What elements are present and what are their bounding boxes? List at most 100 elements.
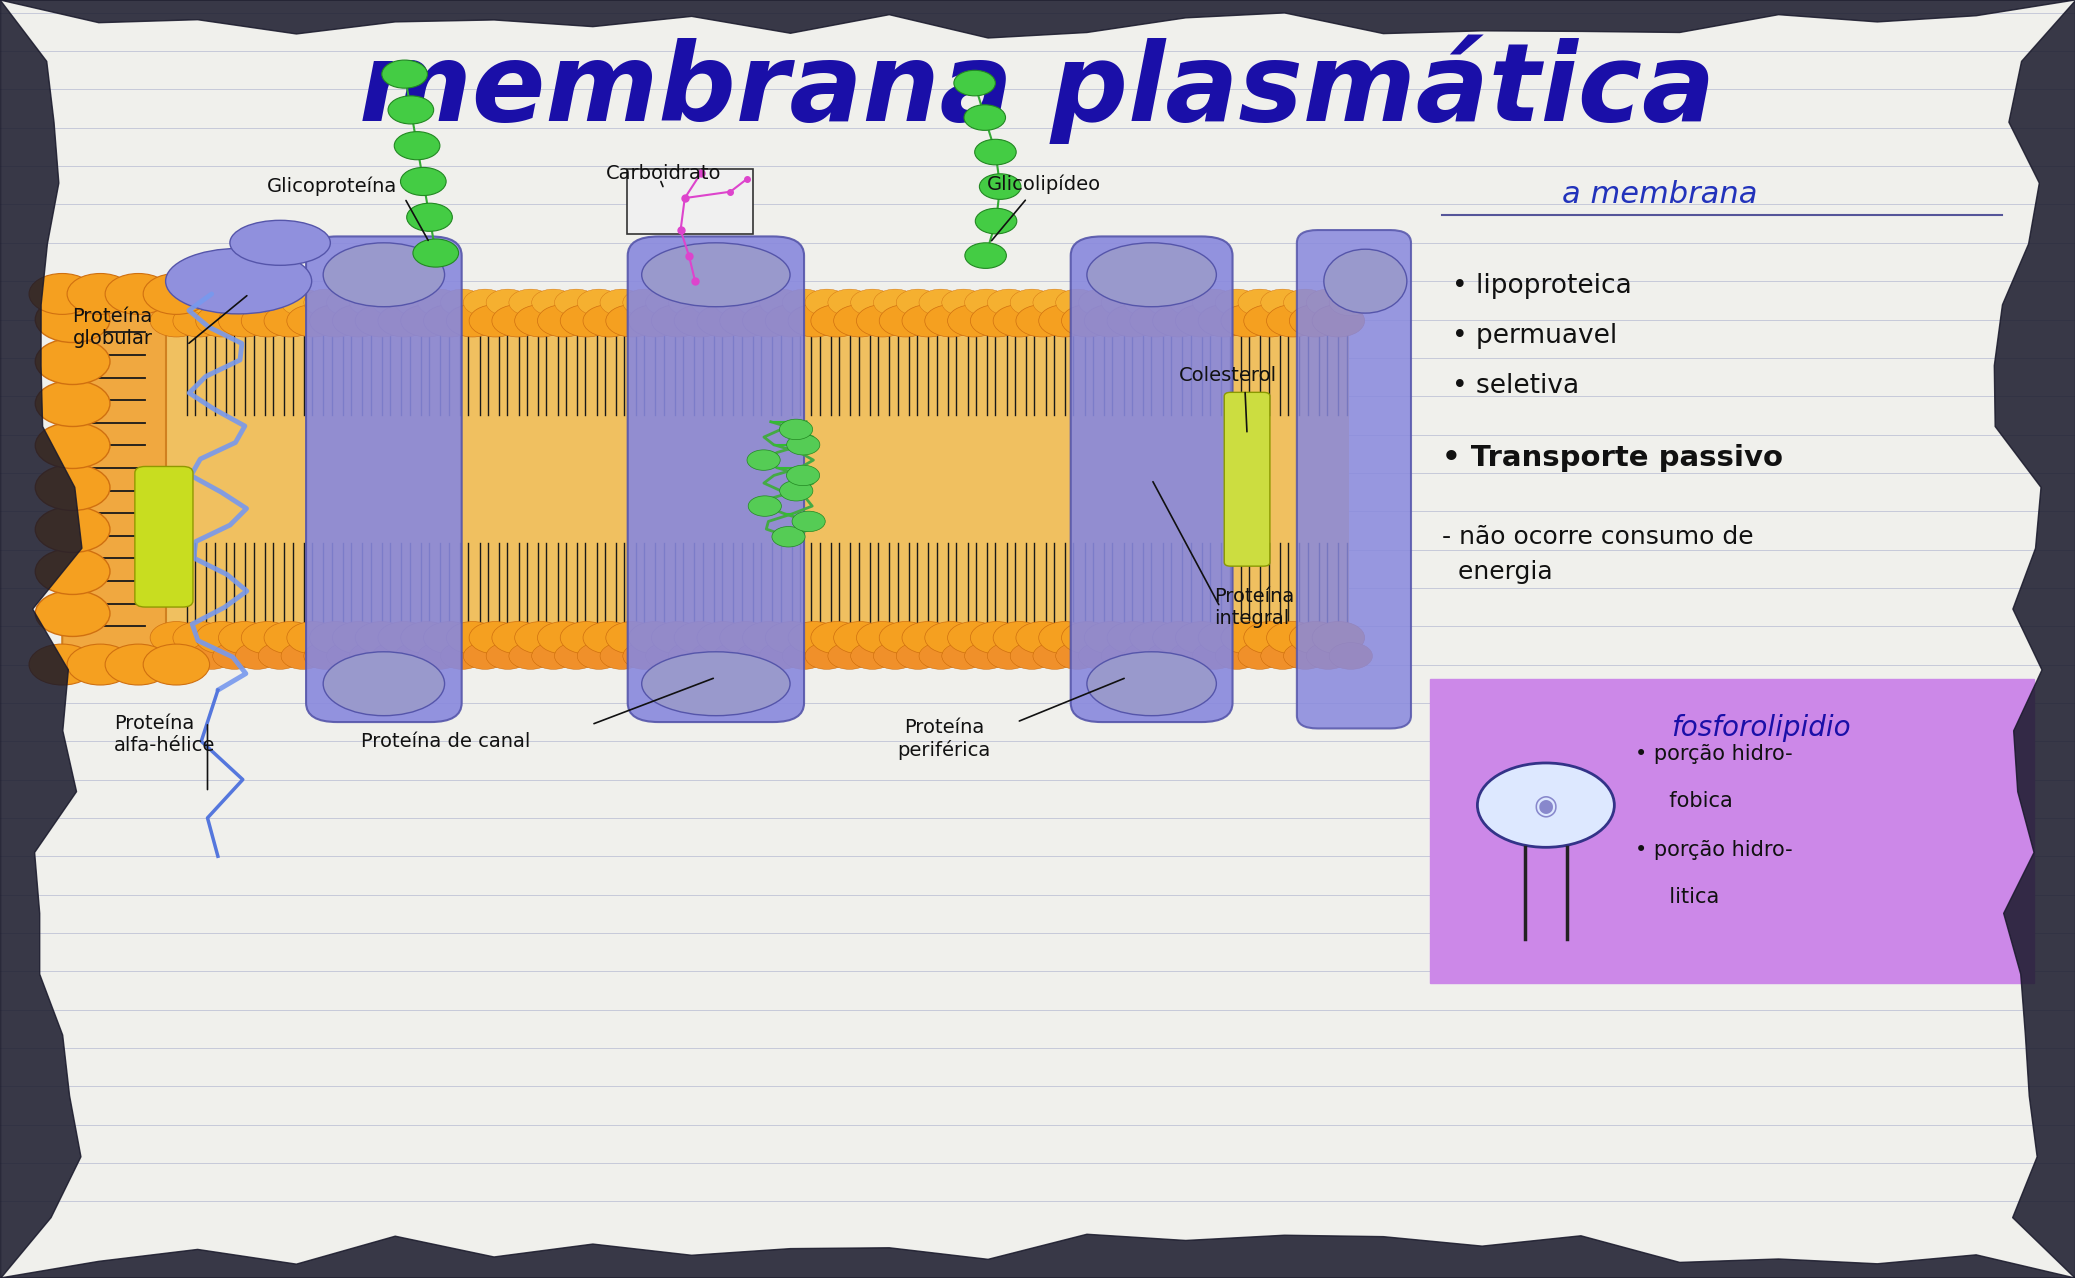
Circle shape	[35, 381, 110, 427]
Circle shape	[394, 289, 438, 316]
Circle shape	[1017, 304, 1069, 337]
Circle shape	[1125, 289, 1168, 316]
Circle shape	[560, 621, 612, 654]
Circle shape	[851, 289, 894, 316]
Circle shape	[35, 506, 110, 552]
Text: Proteína
globular: Proteína globular	[73, 307, 154, 348]
Circle shape	[66, 644, 133, 685]
Circle shape	[622, 289, 666, 316]
Circle shape	[332, 304, 384, 337]
Circle shape	[214, 643, 255, 670]
Circle shape	[218, 621, 272, 654]
Circle shape	[743, 621, 795, 654]
Circle shape	[903, 304, 954, 337]
Circle shape	[492, 304, 544, 337]
Circle shape	[1056, 289, 1100, 316]
Circle shape	[965, 643, 1008, 670]
Circle shape	[942, 643, 986, 670]
Circle shape	[1330, 643, 1372, 670]
Circle shape	[674, 304, 726, 337]
Ellipse shape	[166, 248, 311, 314]
Circle shape	[1033, 643, 1077, 670]
Circle shape	[515, 621, 566, 654]
Text: • Transporte passivo: • Transporte passivo	[1442, 443, 1782, 472]
Circle shape	[600, 289, 643, 316]
Circle shape	[629, 304, 681, 337]
Circle shape	[303, 643, 347, 670]
FancyBboxPatch shape	[1071, 236, 1233, 722]
Circle shape	[1311, 621, 1365, 654]
Circle shape	[1011, 643, 1054, 670]
Circle shape	[1125, 643, 1168, 670]
Text: Proteína
periférica: Proteína periférica	[898, 717, 990, 760]
Ellipse shape	[324, 652, 444, 716]
Circle shape	[857, 621, 909, 654]
Circle shape	[880, 304, 932, 337]
Text: Proteína
integral: Proteína integral	[1214, 587, 1295, 627]
Circle shape	[1033, 289, 1077, 316]
Circle shape	[35, 423, 110, 469]
Circle shape	[994, 621, 1046, 654]
Circle shape	[264, 621, 317, 654]
Circle shape	[1147, 289, 1191, 316]
Circle shape	[486, 643, 529, 670]
Circle shape	[400, 167, 446, 196]
Circle shape	[554, 289, 598, 316]
Circle shape	[508, 289, 552, 316]
Circle shape	[286, 304, 340, 337]
Circle shape	[149, 304, 203, 337]
Circle shape	[896, 643, 940, 670]
Circle shape	[463, 643, 506, 670]
Circle shape	[400, 621, 452, 654]
Circle shape	[172, 621, 226, 654]
Circle shape	[1307, 643, 1349, 670]
Ellipse shape	[1087, 652, 1216, 716]
Text: • seletiva: • seletiva	[1452, 373, 1579, 399]
Circle shape	[622, 643, 666, 670]
Circle shape	[971, 304, 1023, 337]
Text: Proteína de canal: Proteína de canal	[361, 732, 531, 750]
Circle shape	[1040, 304, 1091, 337]
Circle shape	[1174, 304, 1228, 337]
Circle shape	[811, 621, 863, 654]
Circle shape	[874, 643, 917, 670]
Circle shape	[1170, 289, 1214, 316]
Circle shape	[674, 621, 726, 654]
Circle shape	[583, 621, 635, 654]
FancyBboxPatch shape	[307, 236, 461, 722]
Circle shape	[35, 590, 110, 636]
Circle shape	[241, 304, 295, 337]
FancyBboxPatch shape	[1224, 392, 1270, 566]
Circle shape	[691, 643, 735, 670]
Circle shape	[560, 304, 612, 337]
Circle shape	[828, 289, 872, 316]
Circle shape	[1284, 289, 1326, 316]
Circle shape	[191, 643, 232, 670]
Circle shape	[264, 304, 317, 337]
Circle shape	[1152, 304, 1206, 337]
Text: • permuavel: • permuavel	[1452, 323, 1619, 349]
Ellipse shape	[230, 220, 330, 266]
Circle shape	[388, 96, 434, 124]
Circle shape	[749, 496, 782, 516]
Circle shape	[788, 304, 840, 337]
Circle shape	[577, 643, 620, 670]
Circle shape	[172, 304, 226, 337]
Circle shape	[35, 339, 110, 385]
Circle shape	[326, 643, 369, 670]
Circle shape	[417, 289, 461, 316]
Circle shape	[1062, 621, 1114, 654]
Circle shape	[355, 621, 407, 654]
Ellipse shape	[641, 652, 791, 716]
Circle shape	[811, 304, 863, 337]
Circle shape	[106, 644, 172, 685]
Ellipse shape	[641, 243, 791, 307]
Circle shape	[606, 621, 658, 654]
Circle shape	[394, 132, 440, 160]
Circle shape	[772, 527, 805, 547]
Circle shape	[1311, 304, 1365, 337]
Circle shape	[834, 304, 886, 337]
Circle shape	[446, 304, 498, 337]
Ellipse shape	[1087, 243, 1216, 307]
Circle shape	[737, 643, 780, 670]
